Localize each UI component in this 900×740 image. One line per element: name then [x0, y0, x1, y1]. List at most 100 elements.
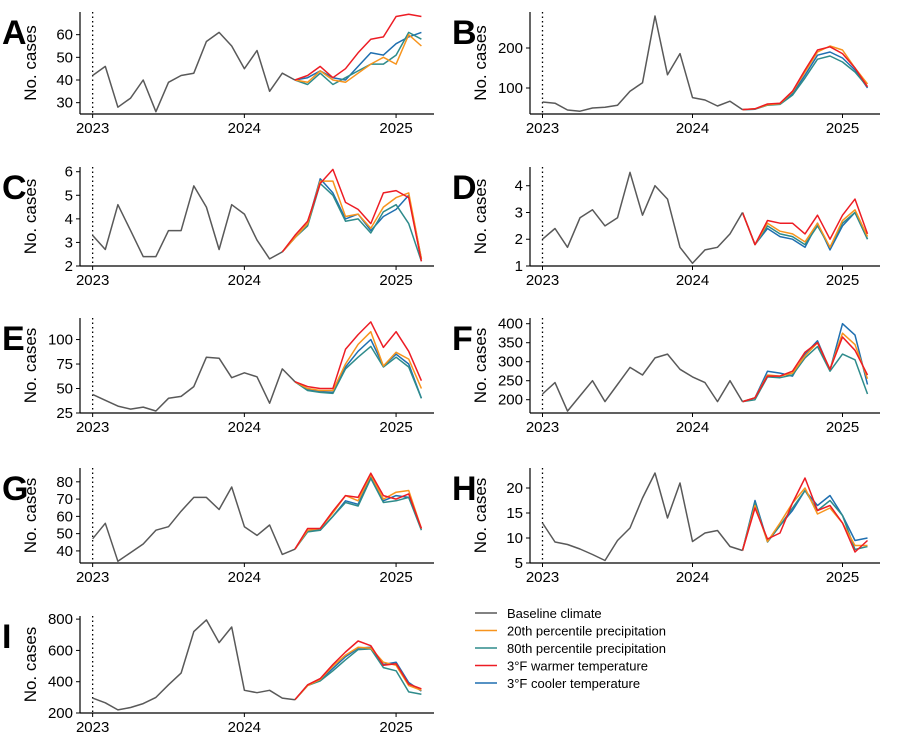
legend-item: 20th percentile precipitation	[475, 624, 666, 639]
legend-label: 3°F cooler temperature	[507, 676, 640, 691]
x-tick-label: 2023	[526, 569, 559, 586]
y-tick-label: 20	[506, 480, 523, 497]
y-tick-label: 15	[506, 505, 523, 522]
series-line-20th-percentile-precipitation	[294, 474, 423, 550]
legend-item: 80th percentile precipitation	[475, 641, 666, 656]
y-axis-label: No. cases	[21, 478, 40, 554]
series-line-3-f-warmer-temperature	[741, 198, 869, 246]
y-tick-label: 400	[48, 674, 73, 691]
legend-item: 3°F warmer temperature	[475, 659, 648, 674]
series-line-80th-percentile-precipitation	[294, 477, 423, 550]
y-tick-label: 40	[56, 543, 73, 560]
x-tick-label: 2024	[228, 120, 261, 137]
y-tick-label: 250	[498, 373, 523, 390]
series-line-baseline-climate	[92, 31, 296, 113]
panel-letter: B	[452, 14, 477, 52]
y-tick-label: 6	[65, 164, 73, 181]
panel-letter: E	[2, 320, 25, 358]
series-line-baseline-climate	[92, 486, 296, 563]
y-tick-label: 70	[56, 491, 73, 508]
y-axis-label: No. cases	[471, 25, 490, 101]
y-tick-label: 1	[515, 258, 523, 275]
y-tick-label: 50	[56, 526, 73, 543]
panel-i: 200 400 600 800 2023 2024 2025 No. cases I	[2, 611, 434, 736]
y-tick-label: 350	[498, 335, 523, 352]
panel-letter: G	[2, 470, 28, 508]
y-tick-label: 300	[498, 354, 523, 371]
series-line-3-f-cooler-temperature	[741, 211, 869, 251]
y-tick-label: 3	[515, 204, 523, 221]
panel-letter: F	[452, 320, 473, 358]
y-tick-label: 100	[498, 80, 523, 97]
x-tick-label: 2023	[76, 272, 109, 289]
y-tick-label: 50	[56, 49, 73, 66]
series-line-3-f-cooler-temperature	[281, 178, 423, 260]
x-tick-label: 2025	[379, 120, 412, 137]
panel-letter: H	[452, 470, 477, 508]
y-tick-label: 3	[65, 234, 73, 251]
y-tick-label: 2	[515, 231, 523, 248]
x-tick-label: 2024	[676, 272, 709, 289]
series-line-20th-percentile-precipitation	[741, 209, 869, 249]
legend-label: 80th percentile precipitation	[507, 641, 666, 656]
series-line-3-f-warmer-temperature	[742, 46, 869, 111]
x-tick-label: 2025	[826, 569, 859, 586]
y-tick-label: 80	[56, 474, 73, 491]
series-line-3-f-warmer-temperature	[281, 168, 423, 262]
x-tick-label: 2023	[76, 120, 109, 137]
series-line-80th-percentile-precipitation	[741, 211, 869, 249]
panel-letter: D	[452, 169, 477, 207]
x-tick-label: 2024	[676, 120, 709, 137]
series-line-3-f-warmer-temperature	[294, 640, 422, 701]
legend-item: Baseline climate	[475, 606, 602, 621]
x-tick-label: 2025	[826, 419, 859, 436]
y-axis-label: No. cases	[471, 179, 490, 255]
x-tick-label: 2025	[379, 419, 412, 436]
panel-letter: A	[2, 14, 27, 52]
x-tick-label: 2023	[526, 120, 559, 137]
y-tick-label: 40	[56, 72, 73, 89]
y-axis-label: No. cases	[21, 25, 40, 101]
y-tick-label: 60	[56, 508, 73, 525]
y-tick-label: 4	[65, 211, 73, 228]
series-line-3-f-cooler-temperature	[294, 338, 423, 399]
series-line-80th-percentile-precipitation	[294, 31, 422, 86]
series-line-baseline-climate	[542, 15, 743, 112]
y-tick-label: 100	[48, 332, 73, 349]
y-tick-label: 200	[498, 392, 523, 409]
series-line-80th-percentile-precipitation	[294, 345, 423, 399]
x-tick-label: 2023	[76, 719, 109, 736]
series-line-20th-percentile-precipitation	[294, 330, 423, 392]
x-tick-label: 2023	[76, 569, 109, 586]
y-tick-label: 30	[56, 95, 73, 112]
y-tick-label: 4	[515, 178, 523, 195]
y-tick-label: 10	[506, 530, 523, 547]
y-axis-label: No. cases	[471, 328, 490, 404]
x-tick-label: 2024	[228, 719, 261, 736]
y-tick-label: 5	[65, 187, 73, 204]
legend-label: 20th percentile precipitation	[507, 624, 666, 639]
x-tick-label: 2025	[379, 272, 412, 289]
y-axis-label: No. cases	[471, 478, 490, 554]
y-tick-label: 5	[515, 555, 523, 572]
series-line-baseline-climate	[541, 472, 743, 562]
series-line-3-f-cooler-temperature	[294, 475, 423, 550]
y-axis-label: No. cases	[21, 179, 40, 255]
series-line-3-f-cooler-temperature	[742, 322, 869, 403]
series-line-20th-percentile-precipitation	[281, 180, 423, 260]
x-tick-label: 2024	[676, 419, 709, 436]
series-line-baseline-climate	[92, 185, 283, 260]
series-line-3-f-warmer-temperature	[742, 336, 869, 403]
y-tick-label: 200	[48, 705, 73, 722]
series-line-baseline-climate	[542, 171, 744, 265]
panel-letter: I	[2, 618, 11, 656]
legend-label: Baseline climate	[507, 606, 602, 621]
y-tick-label: 600	[48, 642, 73, 659]
